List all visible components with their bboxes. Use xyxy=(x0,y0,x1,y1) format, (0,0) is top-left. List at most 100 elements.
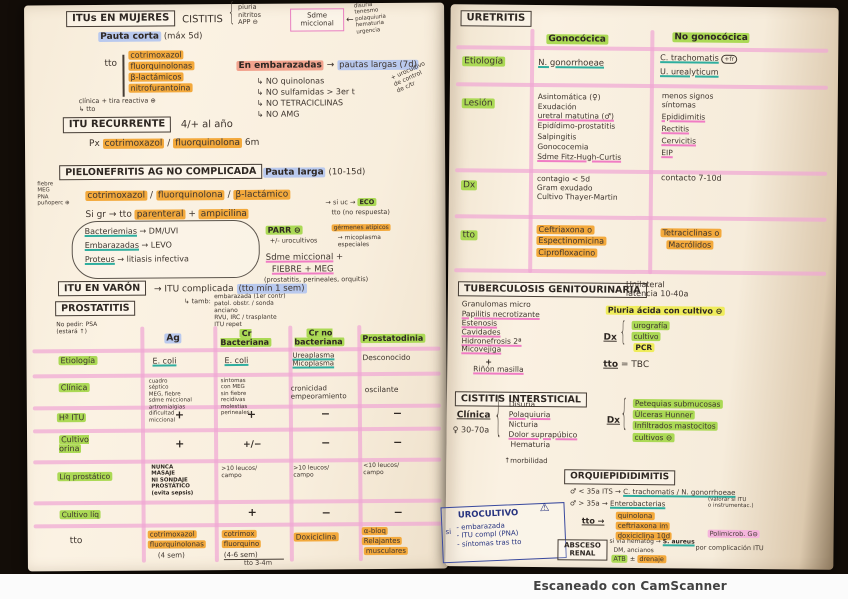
lesion-nogono-2: Epididimitis xyxy=(661,112,706,122)
tto-nogono-macrolidos: Macrólidos xyxy=(666,240,714,250)
pielo-tto-cotrimoxazol: cotrimoxazol xyxy=(85,190,148,202)
lesion-gono-6: Gonococemia xyxy=(537,141,589,152)
cloud-bacteriemias: Bacteriemias xyxy=(84,226,138,237)
table-grid-line xyxy=(32,426,442,434)
px-fluorquinolona: fluorquinolona xyxy=(173,137,243,149)
cell-clinica-crnb: cronicidad empeoramiento xyxy=(290,384,347,401)
table-grid-line xyxy=(455,82,828,90)
cell-cultivoliq-crb: + xyxy=(247,505,257,519)
sdme-miccional-box: Sdme miccional xyxy=(290,8,345,32)
orqui-mayor-patogenos: Enterobacterias xyxy=(610,499,666,509)
cell-hitu-pd: − xyxy=(392,406,403,420)
table-grid-line xyxy=(648,30,655,275)
cell-dx-gono: contagio < 5d Gram exudado Cultivo Thaye… xyxy=(536,173,618,202)
brace-glyph: { xyxy=(227,0,236,28)
absceso-drenaje: drenaje xyxy=(637,554,666,564)
row-label-cultivo-liq: Cultivo líq xyxy=(59,509,102,520)
pauta-larga-highlight: Pauta larga xyxy=(263,167,326,178)
profilaxis-line: Px cotrimoxazol / fluorquinolona 6m xyxy=(89,138,259,150)
tbc-piuria-acida: Piuria ácida con cultivo ⊖ xyxy=(605,305,725,316)
px-label: Px xyxy=(88,138,100,150)
cell-tto-crb-1: cotrimox xyxy=(221,529,257,539)
germenes-atipicos: gérmenes atípicos xyxy=(331,223,391,232)
orqui-tto-quinolona: quinolona xyxy=(615,511,655,521)
table-grid-line xyxy=(33,498,442,506)
emb-no-sulfamidas: ↳ NO sulfamidas > 3er t xyxy=(256,87,355,97)
pielo-tto-fluorquinolona: fluorquinolona xyxy=(155,190,225,201)
lesion-nogono-3: Rectitis xyxy=(661,124,690,134)
cell-clinica-crb: síntomas con MEG sin fiebre recidivas mo… xyxy=(220,377,250,417)
row-label-tto: tto xyxy=(460,230,478,241)
urocultivo-title: UROCULTIVO xyxy=(457,508,519,521)
embarazadas-highlight: En embarazadas xyxy=(236,60,324,71)
table-grid-line xyxy=(456,45,829,53)
cell-hitu-crnb: − xyxy=(320,407,331,421)
brace-glyph: { xyxy=(619,316,627,348)
cloud-proteus: Proteus xyxy=(84,254,115,265)
cell-etiologia-urealyticum: U. urealyticum xyxy=(660,67,719,77)
cell-tto-ag-1: cotrimoxazol xyxy=(147,530,197,539)
section-title-orquiepididimitis: ORQUIEPIDIDIMITIS xyxy=(564,469,676,485)
section-title-prostatitis: PROSTATITIS xyxy=(55,300,136,317)
section-title-uretritis: URETRITIS xyxy=(460,10,532,27)
cistitis-demografia: ♀ 30-70a xyxy=(452,425,490,435)
urocultivo-note-box: UROCULTIVO ⚠ si - embarazada - ITU compl… xyxy=(440,500,567,564)
plus-glyph: + xyxy=(335,252,344,263)
pielo-grave-line: Si gr → tto parenteral + ampicilina xyxy=(85,208,249,221)
lesion-nogono-4: Cervicitis xyxy=(661,136,697,146)
emb-no-quinolonas: ↳ NO quinolonas xyxy=(256,76,325,86)
grave-prefix: Si gr → tto xyxy=(85,209,132,221)
cistitis-dx-ulceras: Úlceras Hunner xyxy=(632,409,695,420)
orqui-tto-ceftriaxona: ceftriaxona im xyxy=(615,521,671,531)
pielo-pauta-line: Pauta larga (10-15d) xyxy=(263,167,365,178)
tto-gono-ciprofloxacino: Ciprofloxacino xyxy=(536,247,598,258)
urocultivo-indicaciones: - embarazada - ITU compl (PNA) - síntoma… xyxy=(456,521,522,549)
tto-item-blactamicos: β-lactámicos xyxy=(128,72,184,82)
brace-glyph: { xyxy=(494,387,503,443)
row-label-historia-itu: Hª ITU xyxy=(56,413,87,423)
tbc-dx-pcr: PCR xyxy=(633,342,655,353)
pauta-corta-highlight: Pauta corta xyxy=(98,31,161,42)
cistitis-clinica-label: Clínica xyxy=(456,410,491,421)
row-label-liquido-prostatico: Líq prostático xyxy=(57,471,113,482)
cell-etiologia-crb: E. coli xyxy=(224,355,249,366)
cistitis-sintoma-dolor: Dolor suprapúbico xyxy=(508,429,578,440)
cell-cultivo-pd: − xyxy=(393,435,403,449)
cistitis-sintoma-nicturia: Nicturia xyxy=(508,419,538,430)
emb-no-amg: ↳ NO AMG xyxy=(256,109,300,119)
camscanner-footer-bar: Escaneado con CamScanner xyxy=(0,574,848,599)
plus-glyph: + xyxy=(188,209,196,220)
col-header-prostatodinia: Prostatodinia xyxy=(360,333,426,344)
cell-clinica-pd: oscilante xyxy=(364,384,399,395)
section-title-tbc-genitourinaria: TUBERCULOSIS GENITOURINARIA xyxy=(457,281,647,299)
table-grid-line xyxy=(454,214,827,222)
emb-no-tetraciclinas: ↳ NO TETRACICLINAS xyxy=(256,98,344,108)
absceso-dm-ancianos: DM, ancianos xyxy=(613,546,654,555)
table-grid-line xyxy=(528,28,535,273)
table-grid-line xyxy=(455,168,828,176)
cistitis-sintoma-disuria: Disuria xyxy=(508,399,536,409)
row-label-clinica: Clínica xyxy=(58,383,90,393)
pielo-tto-line: cotrimoxazol / fluorquinolona / β-lactám… xyxy=(85,189,291,202)
embarazadas-line: En embarazadas → pautas largas (7d) xyxy=(236,59,419,72)
col-header-aguda: Ag xyxy=(164,333,182,344)
absceso-saureus: S. aureus xyxy=(662,538,695,546)
cell-clinica-ag: cuadro séptico MEG, fiebre sdme micciona… xyxy=(148,378,192,424)
eco-prefix: → si uc → xyxy=(325,198,356,207)
slash-glyph: / xyxy=(149,190,154,201)
row-label-tto: tto xyxy=(69,536,83,547)
col-header-cr-no-bacteriana: Cr no bacteriana xyxy=(294,328,345,348)
section-title-itus-mujeres: ITUs EN MUJERES xyxy=(66,10,176,27)
cell-etiologia-gono: N. gonorrhoeae xyxy=(538,57,605,69)
cell-hitu-crb: + xyxy=(246,407,257,421)
absceso-hematogena-prefix: si vía hematóg → xyxy=(609,537,661,546)
cell-etiologia-ag: E. coli xyxy=(152,356,177,366)
tbc-lateralidad: Unilateral latencia 10-40a xyxy=(625,279,689,299)
cloud-embarazadas: Embarazadas xyxy=(84,240,140,251)
tto-nogono-tetraciclinas: Tetraciclinas o xyxy=(660,228,722,238)
warning-icon: ⚠ xyxy=(539,500,550,515)
tto-item-nitrofurantoina: nitrofurantoína xyxy=(128,83,193,93)
grave-parenteral: parenteral xyxy=(134,209,186,220)
germenes-atipicos-note: → micoplasma especiales xyxy=(337,233,381,249)
tto-item-fluorquinolonas: fluorquinolonas xyxy=(128,61,195,71)
